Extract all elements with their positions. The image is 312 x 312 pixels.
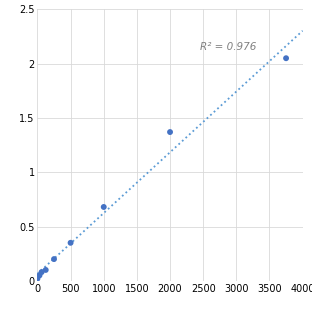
Point	[168, 129, 173, 134]
Point	[68, 240, 73, 245]
Point	[37, 273, 42, 278]
Point	[35, 276, 40, 281]
Point	[39, 270, 44, 275]
Point	[284, 56, 289, 61]
Point	[101, 204, 106, 209]
Point	[43, 267, 48, 272]
Text: R² = 0.976: R² = 0.976	[200, 41, 256, 51]
Point	[51, 256, 56, 261]
